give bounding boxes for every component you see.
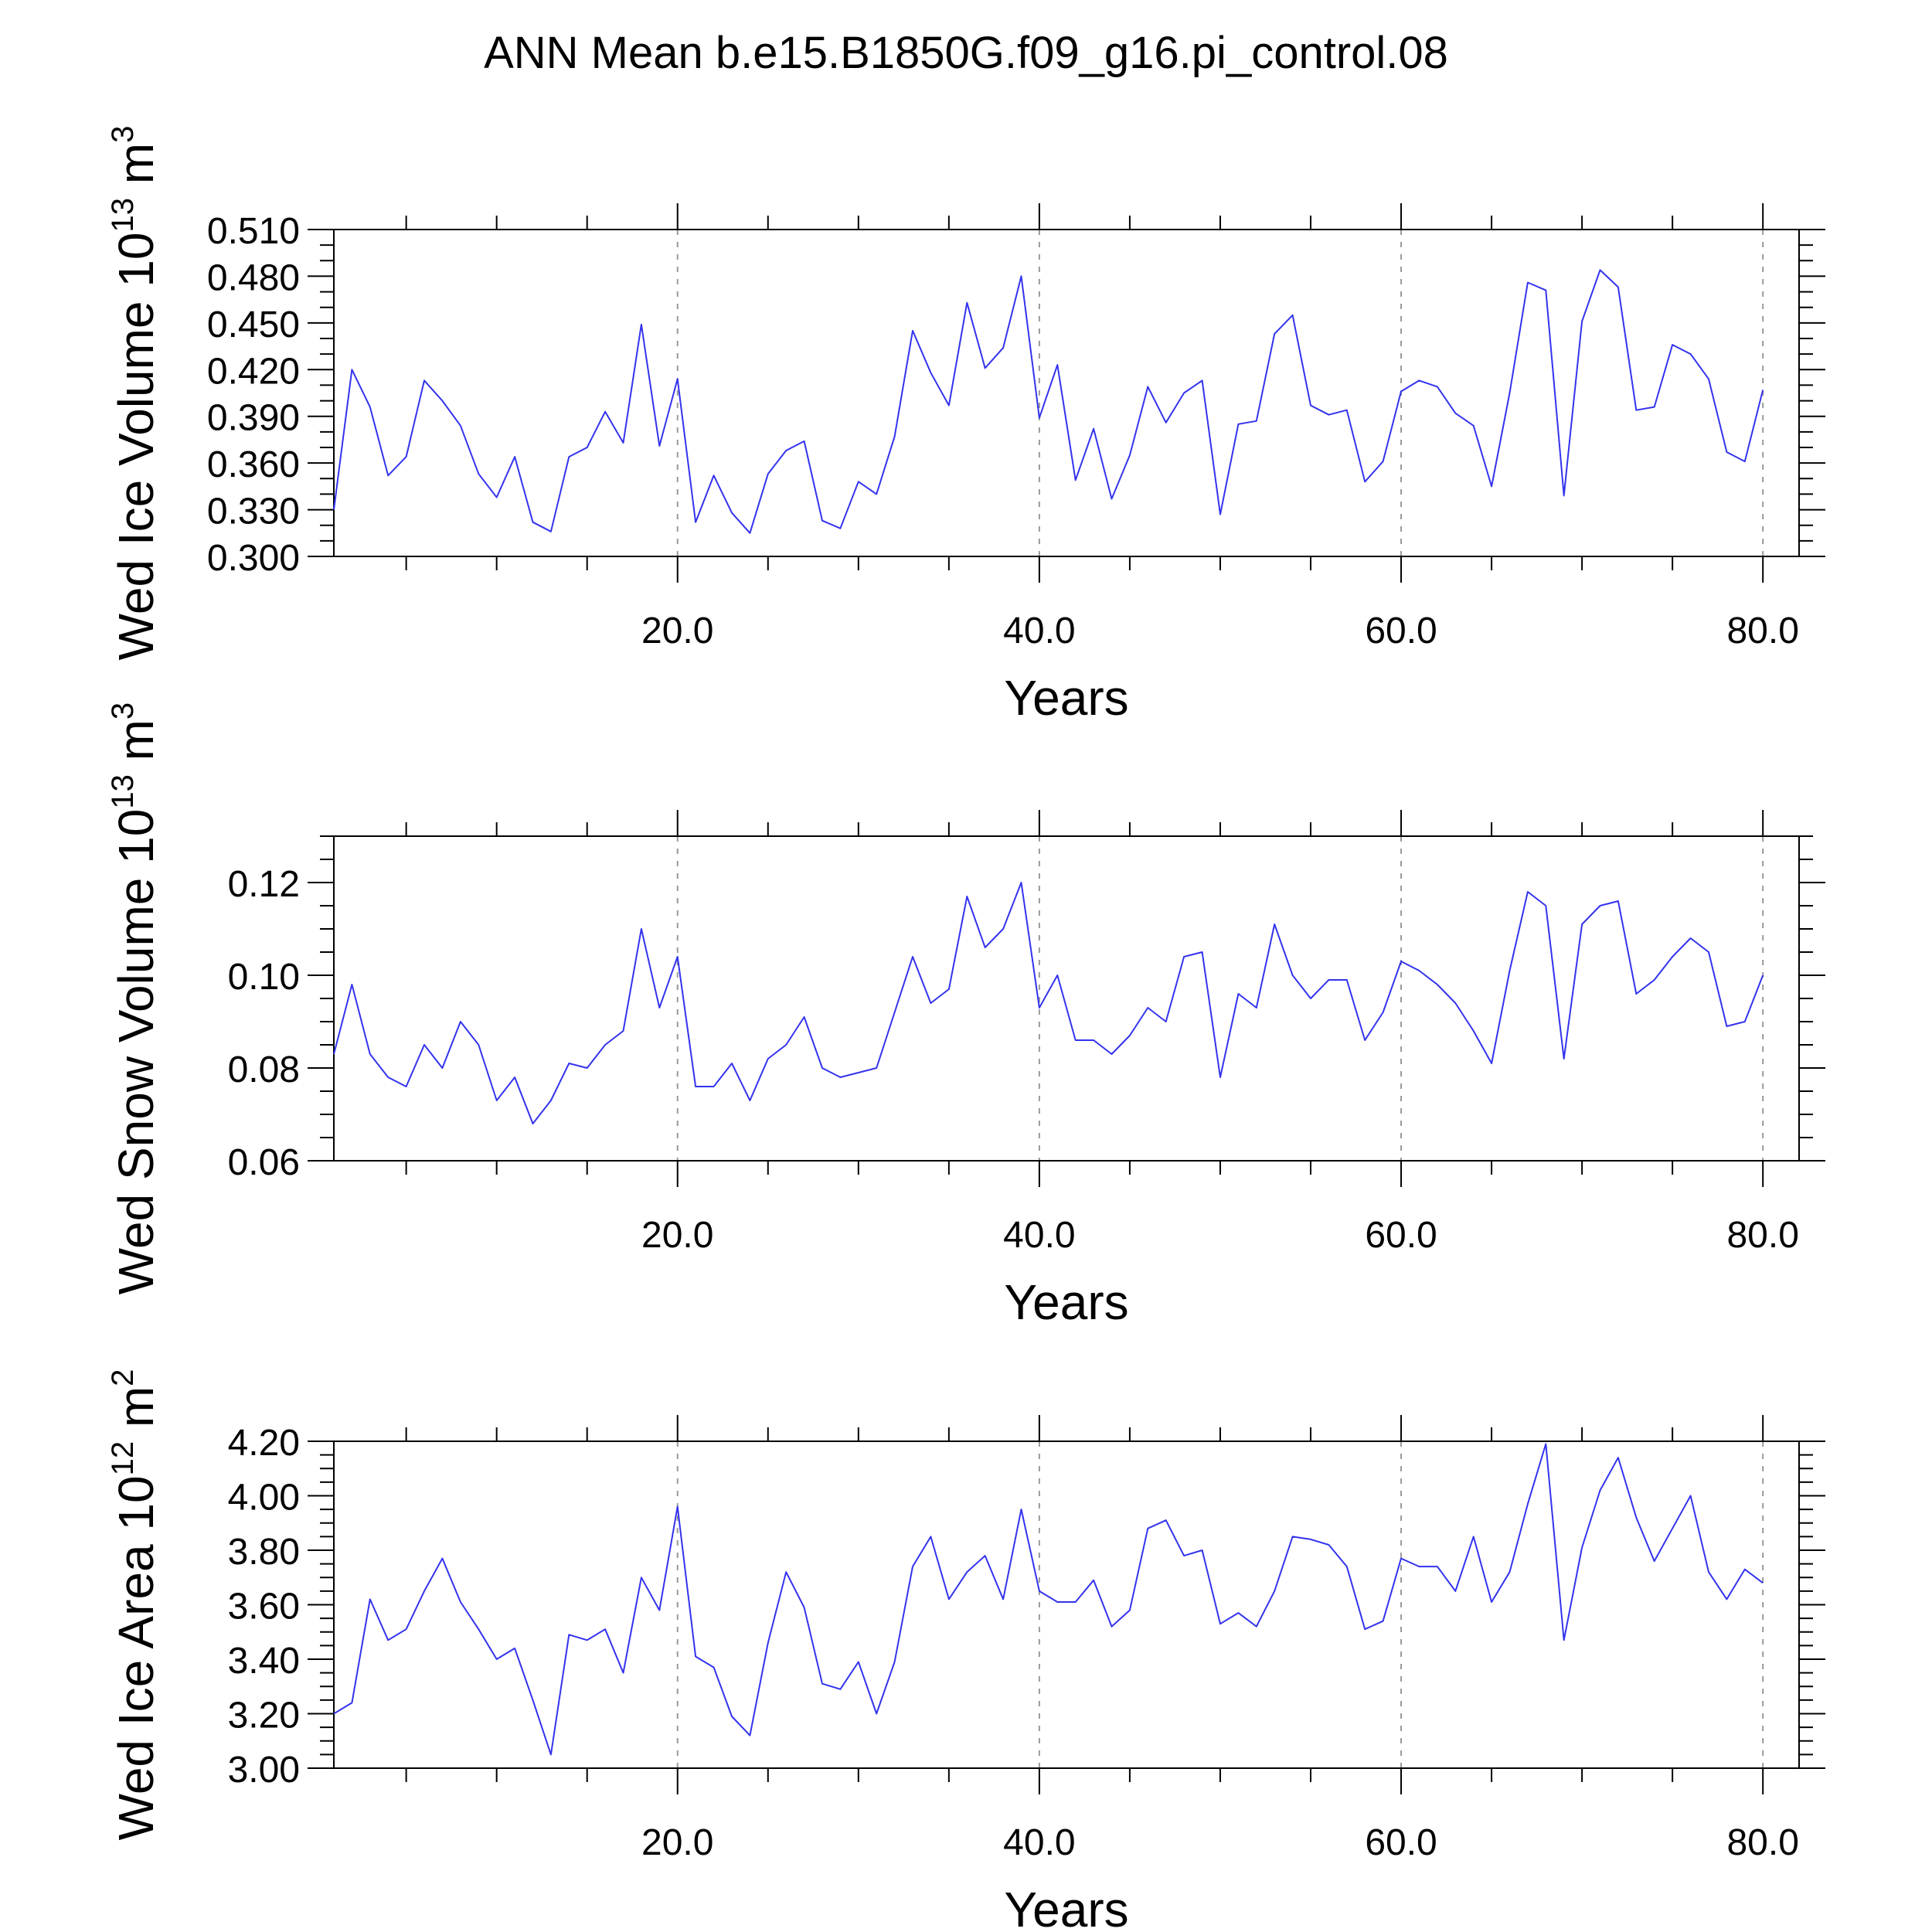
y-tick-label: 4.20 <box>228 1423 300 1464</box>
series-line <box>333 269 1764 534</box>
y-axis-label-exponent: 12 <box>106 1441 140 1476</box>
y-tick-label: 3.80 <box>228 1532 300 1573</box>
plot-frame <box>333 1440 1800 1769</box>
y-axis-label: Wed Snow Volume 1013 m3 <box>106 702 164 1294</box>
plot-frame <box>333 229 1800 557</box>
y-tick-label: 0.510 <box>207 211 300 252</box>
y-axis-label-unit-exponent: 3 <box>106 126 140 143</box>
y-axis-label-unit: m <box>108 143 164 198</box>
y-tick-label: 0.06 <box>228 1142 300 1183</box>
figure-title: ANN Mean b.e15.B1850G.f09_g16.pi_control… <box>484 28 1448 78</box>
y-axis-label-main: Wed Ice Area 10 <box>108 1475 164 1840</box>
y-tick-label: 0.330 <box>207 492 300 532</box>
x-tick-label: 20.0 <box>641 1822 713 1863</box>
y-tick-label: 0.390 <box>207 398 300 439</box>
y-axis-label-exponent: 13 <box>106 198 140 233</box>
y-tick-label: 0.360 <box>207 444 300 485</box>
y-axis-label: Wed Ice Area 1012 m2 <box>106 1369 164 1841</box>
y-tick-label: 0.300 <box>207 538 300 579</box>
y-tick-label: 0.12 <box>228 864 300 905</box>
x-tick-label: 80.0 <box>1726 1215 1798 1256</box>
y-tick-label: 3.60 <box>228 1587 300 1628</box>
y-axis-label-unit: m <box>108 1386 164 1441</box>
series-line <box>333 1443 1764 1756</box>
y-tick-label: 3.40 <box>228 1641 300 1682</box>
y-axis-label-main: Wed Snow Volume 10 <box>108 809 164 1295</box>
plot-frame <box>333 835 1800 1162</box>
y-tick-label: 0.10 <box>228 957 300 998</box>
chart-panels: 0.300 0.330 0.360 0.390 0.420 0.450 0.480 0.510… <box>106 126 1825 1932</box>
x-tick-label: 20.0 <box>641 1215 713 1256</box>
y-tick-label: 3.00 <box>228 1750 300 1791</box>
y-tick-label: 0.08 <box>228 1049 300 1090</box>
x-tick-label: 40.0 <box>1003 1822 1075 1863</box>
y-axis-label-unit-exponent: 2 <box>106 1369 140 1386</box>
x-tick-label: 40.0 <box>1003 1215 1075 1256</box>
x-tick-label: 60.0 <box>1365 1215 1437 1256</box>
x-tick-label: 60.0 <box>1365 1822 1437 1863</box>
series-line <box>333 882 1764 1124</box>
x-tick-label: 80.0 <box>1726 611 1798 651</box>
x-axis-label: Years <box>1004 1274 1128 1330</box>
y-tick-label: 3.20 <box>228 1696 300 1736</box>
chart-panel-3: 3.00 3.20 3.40 3.60 3.80 4.00 4.20 20.0 40.0 60.0… <box>106 1369 1825 1932</box>
y-axis-label: Wed Ice Volume 1013 m3 <box>106 126 164 661</box>
x-tick-label: 40.0 <box>1003 611 1075 651</box>
y-axis-label-unit-exponent: 3 <box>106 702 140 719</box>
x-tick-label: 80.0 <box>1726 1822 1798 1863</box>
chart-panel-1: 0.300 0.330 0.360 0.390 0.420 0.450 0.480 0.510… <box>106 126 1825 726</box>
x-tick-label: 20.0 <box>641 611 713 651</box>
y-axis-label-main: Wed Ice Volume 10 <box>108 233 164 661</box>
y-tick-label: 0.420 <box>207 351 300 392</box>
chart-panel-2: 0.06 0.08 0.10 0.12 20.0 40.0 60.0 80.0 Years Wed… <box>106 702 1825 1330</box>
x-tick-label: 60.0 <box>1365 611 1437 651</box>
y-axis-label-unit: m <box>108 719 164 774</box>
y-tick-label: 0.450 <box>207 304 300 345</box>
x-axis-label: Years <box>1004 1882 1128 1932</box>
y-tick-label: 0.480 <box>207 257 300 298</box>
y-tick-label: 4.00 <box>228 1478 300 1519</box>
x-axis-label: Years <box>1004 670 1128 726</box>
y-axis-label-exponent: 13 <box>106 774 140 809</box>
